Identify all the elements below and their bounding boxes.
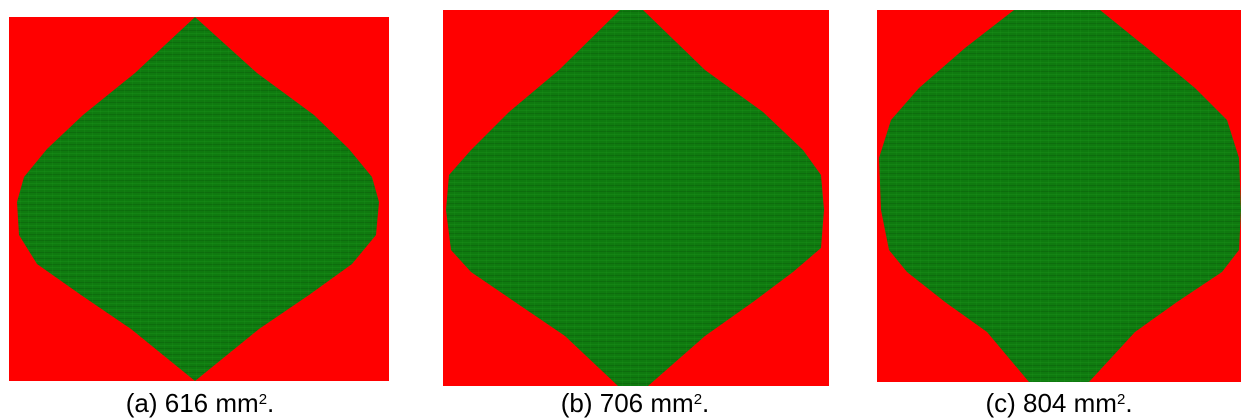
panel-a-plot <box>9 17 389 381</box>
panel-c-exponent: 2 <box>1116 391 1126 408</box>
panel-b-value: 706 <box>599 388 644 418</box>
panel-c-region <box>879 10 1241 382</box>
panel-a-suffix: . <box>267 388 275 418</box>
panel-a-unit: mm <box>215 388 259 418</box>
panel-a-label: (a) <box>125 388 158 418</box>
panel-b-label: (b) <box>560 388 593 418</box>
panel-b-unit: mm <box>650 388 694 418</box>
panel-a-value: 616 <box>164 388 209 418</box>
panel-b-caption: (b) 706 mm2. <box>425 388 845 418</box>
panel-c-value: 804 <box>1023 388 1067 418</box>
panel-b-suffix: . <box>702 388 710 418</box>
panel-b-shape <box>446 10 824 386</box>
panel-c-label: (c) <box>985 388 1016 418</box>
panel-c-shape <box>879 10 1241 382</box>
panel-b-plot <box>443 10 829 386</box>
panel-a-caption: (a) 616 mm2. <box>0 388 410 418</box>
panel-c-caption: (c) 804 mm2. <box>849 388 1247 418</box>
panel-c-unit: mm <box>1073 388 1117 418</box>
panel-b-region <box>446 10 824 386</box>
panel-a-shape <box>17 17 379 381</box>
panel-a-region <box>17 17 379 381</box>
panel-b-exponent: 2 <box>693 391 703 408</box>
panel-a-exponent: 2 <box>258 391 268 408</box>
panel-c-plot <box>877 10 1241 382</box>
panel-c-suffix: . <box>1125 388 1133 418</box>
